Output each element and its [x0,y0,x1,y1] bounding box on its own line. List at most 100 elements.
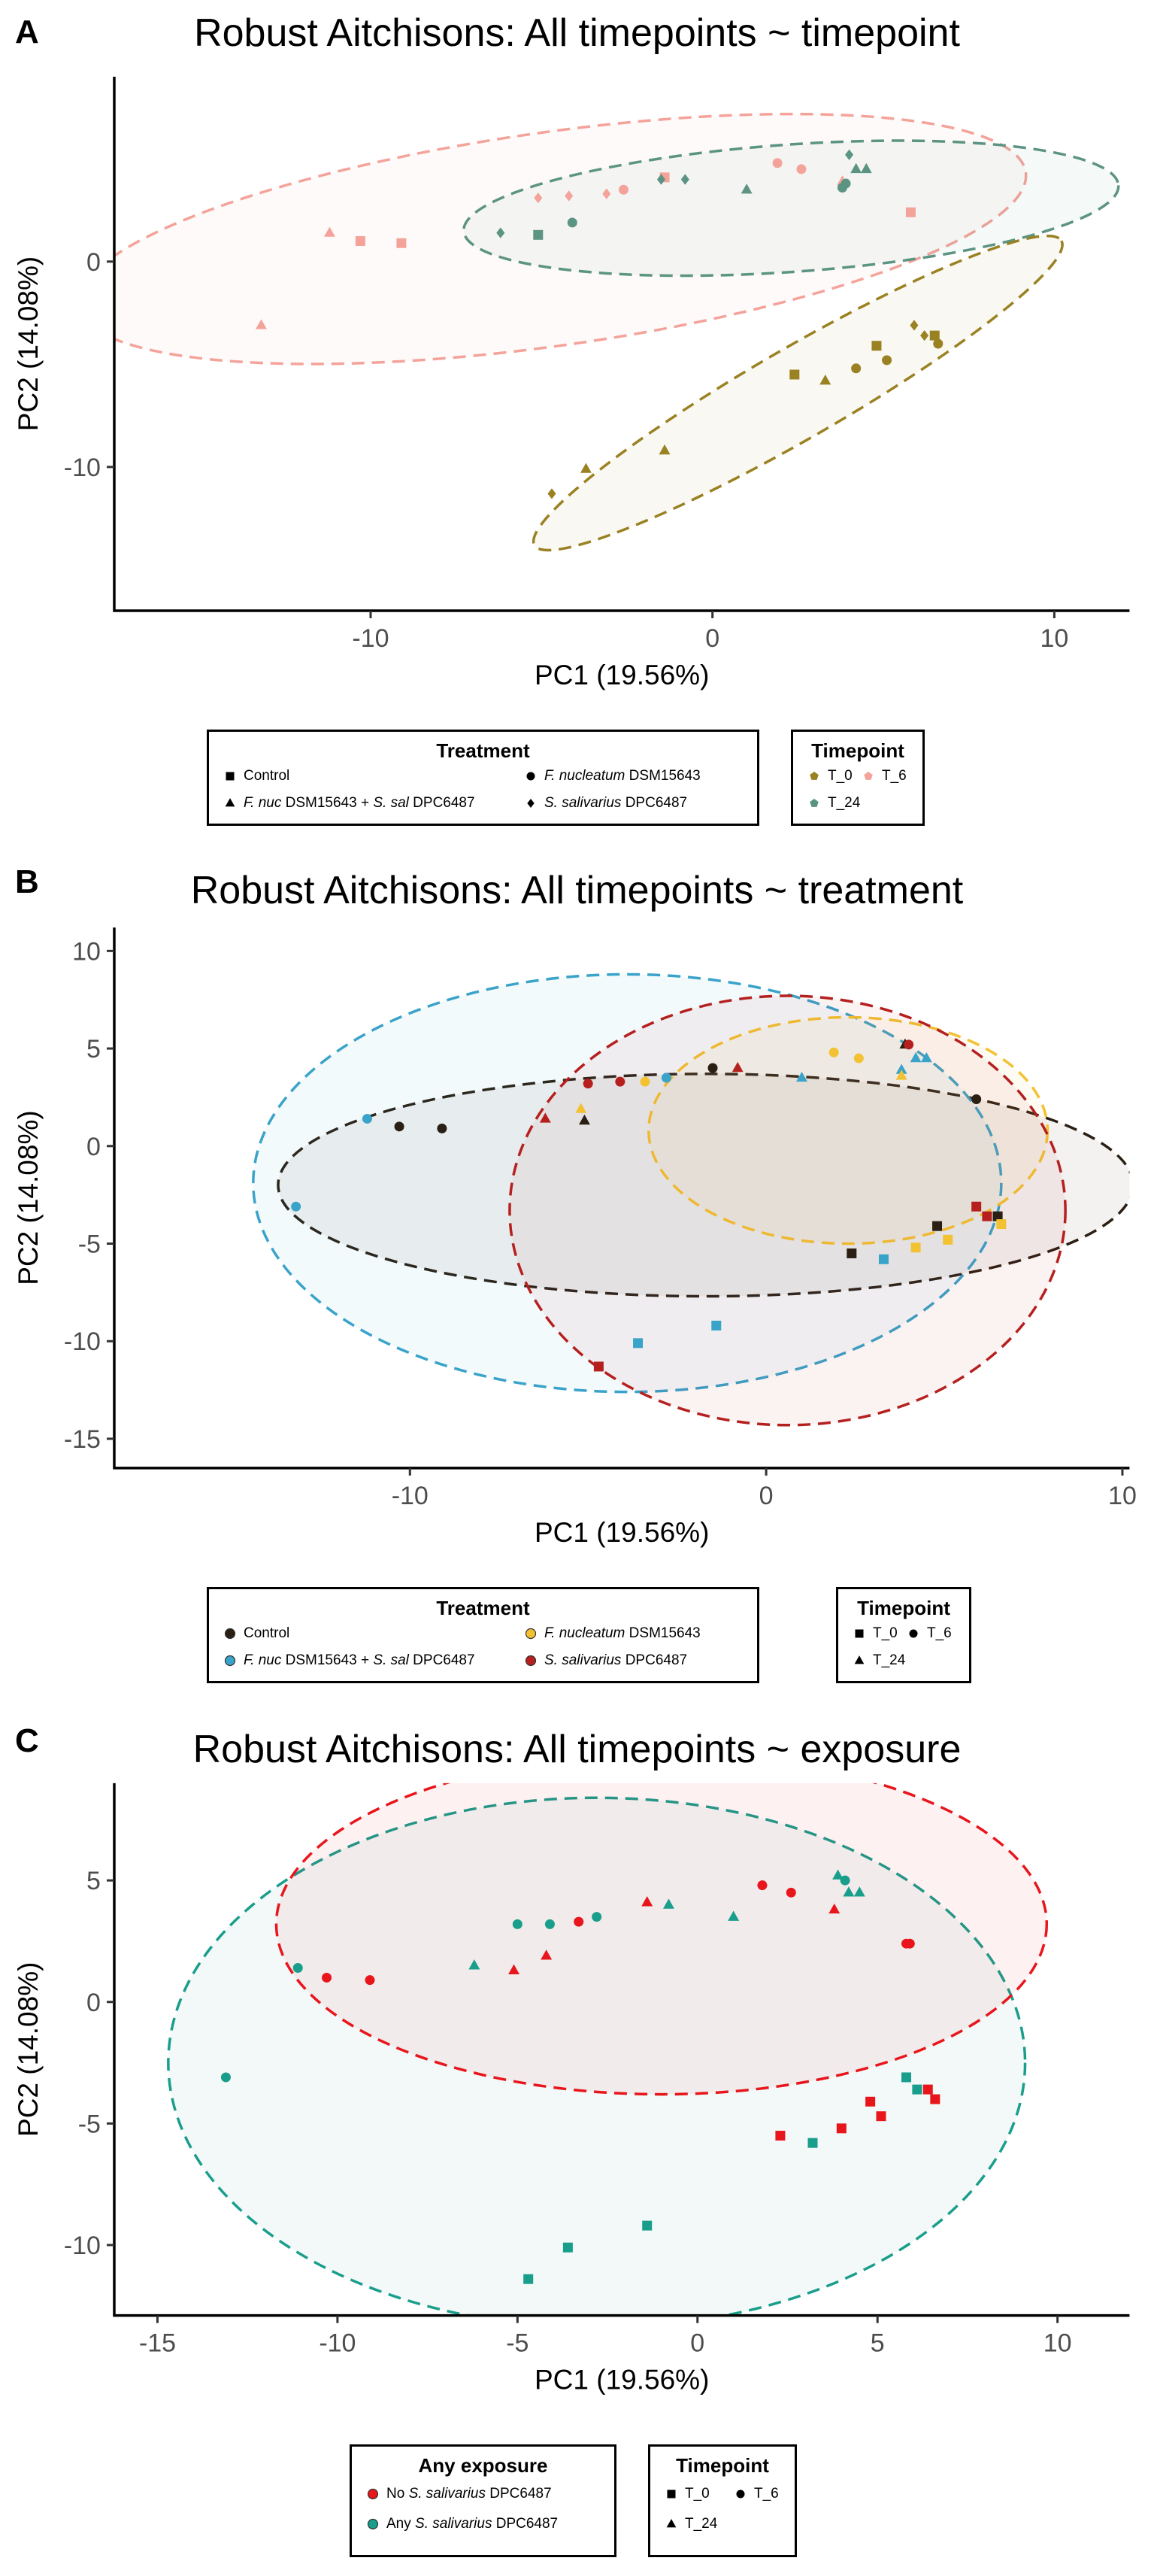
chart-title: Robust Aitchisons: All timepoints ~ expo… [192,1728,962,1771]
panel-letter: B [15,863,39,900]
data-point [355,235,365,246]
legend-item: T_0 [853,1625,898,1642]
data-point [904,1039,914,1050]
data-point [544,1919,555,1929]
data-point [523,2274,534,2284]
data-point [865,2096,876,2107]
legend-key [855,1629,864,1638]
y-tick-label: 0 [86,1133,101,1161]
data-point [633,1338,644,1349]
x-tick-label: 5 [871,2329,885,2358]
data-point [533,229,544,240]
legend-item: T_6 [907,1625,952,1642]
legend-item: Any S. salivarius DPC6487 [367,2516,558,2532]
legend-key [525,1655,537,1667]
data-point [711,1320,722,1330]
data-point [728,1910,740,1921]
data-point [220,2072,231,2083]
data-point [437,1123,447,1133]
data-point [847,1248,857,1258]
x-axis-label: PC1 (19.56%) [535,2365,709,2395]
data-point [910,1242,921,1253]
y-axis-label: PC2 (14.08%) [13,1110,44,1285]
data-point [539,1112,551,1123]
legend-key [736,2490,745,2499]
treatment-legend: Treatment Control F. nucleatum DSM15643 F.… [207,730,759,826]
panel-letter: A [15,14,39,50]
data-point [789,369,800,380]
y-tick-label: 0 [86,1989,101,2017]
treatment-legend: Treatment Control F. nucleatum DSM15643 F.… [207,1587,759,1683]
x-tick-label: 0 [705,624,719,653]
data-point [932,1221,943,1231]
data-point [394,1121,404,1132]
data-point [707,1063,718,1073]
data-point [547,488,556,499]
confidence-ellipse [274,1783,1048,2096]
legend-item: Control [224,1625,289,1642]
data-point [772,158,783,168]
data-point [840,1875,850,1886]
legend-title: Timepoint [676,2454,769,2477]
data-point [786,1887,796,1898]
legend-label: DPC6487 [486,2486,552,2502]
legend-item: F. nuc DSM15643 + S. sal DPC6487 [224,1652,475,1669]
data-point [850,162,862,174]
data-point [828,1903,841,1914]
x-tick-label: -10 [319,2329,356,2358]
data-point [322,1972,332,1983]
legend-label: T_24 [685,2516,718,2532]
data-point [971,1201,982,1212]
y-tick-label: -10 [64,454,101,482]
legend-key [810,771,819,780]
data-point [912,2084,922,2095]
y-tick-label: 10 [72,937,101,966]
legend-item: T_6 [735,2486,779,2502]
data-point [562,2242,573,2253]
chart-title: Robust Aitchisons: All timepoints ~ time… [194,11,960,55]
legend-label: Control [244,1625,290,1641]
chart-title: Robust Aitchisons: All timepoints ~ trea… [190,869,964,912]
data-point [731,1061,744,1073]
data-point [851,363,862,374]
data-point [362,1113,372,1124]
legend-label: F. nuc [244,795,282,811]
data-point [602,188,611,199]
x-tick-label: 10 [1108,1482,1137,1510]
data-point [836,2123,847,2134]
data-point [996,1219,1007,1230]
data-point [641,1896,653,1907]
data-point [895,1070,907,1080]
legend-label: T_0 [828,768,853,784]
x-axis-label: PC1 (19.56%) [535,1517,709,1548]
legend-label: T_6 [927,1625,952,1641]
y-tick-label: 0 [86,248,101,277]
data-point [828,1047,839,1057]
data-point [910,320,919,331]
x-tick-label: 10 [1040,624,1068,653]
timepoint-legend: Timepoint T_0 T_6 T_24 [836,1587,971,1683]
legend-key [367,2518,379,2530]
confidence-ellipse [647,1015,1050,1246]
exposure-legend: Any exposure No S. salivarius DPC6487 Any… [350,2444,616,2557]
legend-label: S. sal [373,795,409,811]
data-point [982,1211,992,1221]
data-point [256,319,267,329]
legend-key [666,2519,677,2528]
legend-label: DPC6487 [408,1652,475,1668]
legend-item: F. nucleatum DSM15643 [525,1625,701,1642]
data-point [396,238,407,248]
legend-label: S. sal [373,1652,409,1668]
legend-title: Any exposure [418,2454,548,2477]
legend-item: F. nuc DSM15643 + S. sal DPC6487 [224,795,475,812]
legend-label: DPC6487 [492,2516,559,2532]
legend-label: F. nucleatum [544,1625,625,1641]
y-tick-label: 5 [86,1867,101,1895]
data-point [534,193,543,204]
data-point [819,375,831,385]
legend-key [526,772,535,781]
data-point [593,1361,604,1372]
data-point [323,226,335,237]
panel-letter: C [15,1722,39,1759]
data-point [757,1880,768,1891]
